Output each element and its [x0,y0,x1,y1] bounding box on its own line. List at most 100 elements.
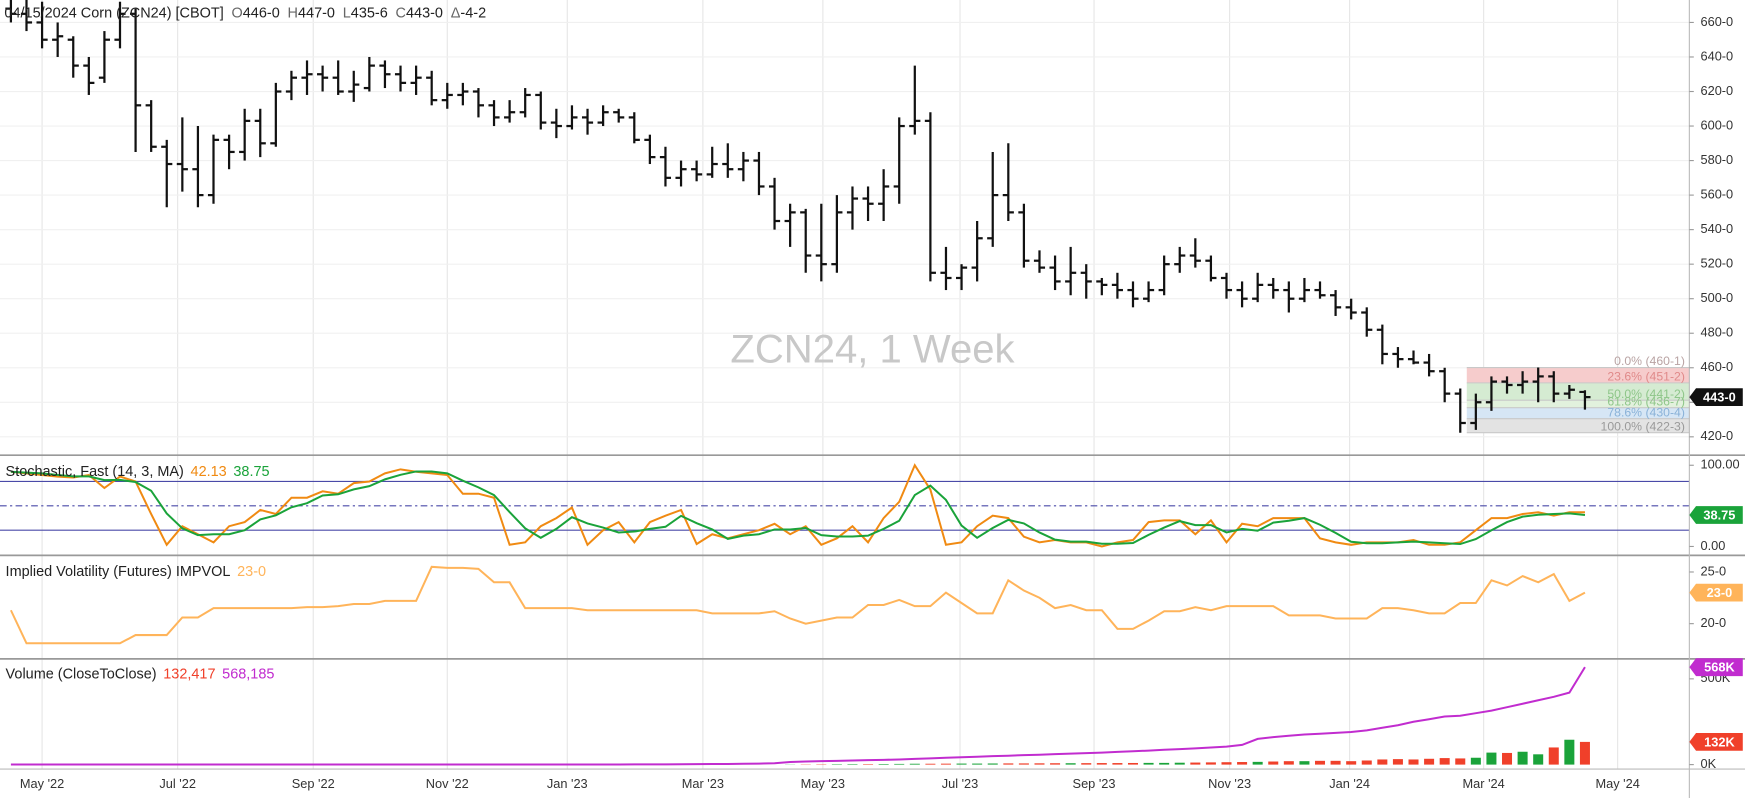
last-value-label: 132K [1704,734,1735,749]
y-tick-label: 460-0 [1700,359,1733,374]
volume-bar [987,763,998,765]
x-tick-label: Mar '24 [1463,776,1505,791]
volume-bar [1127,762,1138,765]
fib-label: 61.8% (436-7) [1607,394,1685,408]
header-key: L [343,5,351,21]
volume-bar [1174,762,1185,765]
y-tick-label: 640-0 [1700,48,1733,63]
last-value-label: 568K [1704,660,1735,675]
volume-bar [1096,763,1107,765]
y-tick-label: 520-0 [1700,256,1733,271]
volume-bar [909,763,920,765]
last-value-label: 38.75 [1703,507,1735,522]
volume-bar [1190,762,1201,765]
volume-bar [956,763,967,765]
header-value: 443-0 [406,5,443,21]
volume-bar [1143,762,1154,765]
x-tick-label: Jan '24 [1329,776,1370,791]
y-tick-label: 540-0 [1700,221,1733,236]
series-line [10,565,1586,645]
volume-bar [1050,763,1061,765]
panel-title: Implied Volatility (Futures) IMPVOL 23-0 [6,564,267,580]
panel-value: 42.13 [191,464,227,480]
y-tick-label: 580-0 [1700,152,1733,167]
stochastic-panel [0,463,1690,548]
volume-bar [1486,752,1497,765]
volume-bar [1283,761,1294,765]
last-value-box [1689,732,1743,751]
volume-bar [1081,763,1092,765]
volume-bar [894,763,905,765]
volume-bar [1314,760,1326,765]
y-tick-label: 500-0 [1700,290,1733,305]
y-tick-label: 0K [1700,756,1716,771]
labels-layer: May '22 Jul '22 Sep '22 Nov '22 Jan '23 Mar '… [4,5,1743,791]
fib-label: 50.0% (441-2) [1607,387,1685,401]
fib-band [1466,400,1690,408]
header-key: O [232,5,243,21]
last-value-box [1689,506,1743,524]
panel-title-text: Stochastic, Fast (14, 3, MA) [6,464,184,480]
y-tick-label: 420-0 [1700,428,1733,443]
y-tick-label: 480-0 [1700,325,1733,340]
volume-bar [1408,759,1419,765]
last-value-label: 23-0 [1707,585,1733,600]
volume-bar [1034,763,1045,765]
x-tick-label: Jul '23 [942,776,979,791]
panel-value: 568,185 [222,666,274,682]
y-tick-label: 600-0 [1700,117,1733,132]
header-value: 447-0 [298,5,335,21]
x-tick-label: May '22 [20,776,64,791]
grid-layer [0,0,1690,770]
volume-bar [1252,761,1263,765]
fib-band [1466,407,1690,419]
volume-bar [1470,757,1481,765]
header-key: Δ [451,5,461,21]
volume-bar [1018,763,1029,765]
volume-bar [847,764,858,765]
volume-bar [863,764,874,765]
fib-label: 100.0% (422-3) [1601,419,1685,433]
price-panel: 0.0% (460-1) 23.6% (451-2) 50.0% (441-2)61… [5,0,1690,433]
volume-bar [1502,752,1513,765]
last-value-label: 443-0 [1703,390,1736,405]
volume-bar [1299,761,1310,765]
volume-bar [1330,760,1341,765]
panel-title-text: Implied Volatility (Futures) IMPVOL [6,564,231,580]
last-value-box [1689,388,1743,407]
volume-bar [1221,762,1232,765]
volume-bar [1439,758,1450,765]
volume-bar [1346,761,1357,765]
panel-title: Volume (CloseToClose) 132,417 568,185 [6,666,275,682]
x-tick-label: Nov '22 [426,776,469,791]
series-line [10,470,1586,546]
last-value-box [1689,583,1743,602]
volume-bar [925,763,936,765]
volatility-panel [10,565,1586,645]
header-value: -4-2 [460,5,486,21]
panel-value: 38.75 [233,464,269,480]
header-value: 446-0 [243,5,280,21]
volume-bar [1159,762,1170,765]
y-tick-label: 660-0 [1700,14,1733,29]
x-tick-label: Mar '23 [682,776,724,791]
volume-bar [940,763,951,765]
x-tick-label: May '24 [1595,776,1639,791]
header-key: H [288,5,298,21]
x-tick-label: Sep '23 [1073,776,1116,791]
header-value: 435-6 [351,5,388,21]
header-title: 04/15/2024 Corn (ZCN24) [CBOT] [4,5,223,21]
x-tick-label: Sep '22 [292,776,335,791]
volume-bar [1237,762,1248,765]
volume-panel [10,666,1590,766]
volume-bar [878,764,889,765]
header-key: C [396,5,406,21]
y-tick-label: 620-0 [1700,83,1733,98]
y-tick-label: 25-0 [1700,563,1726,578]
panel-value: 23-0 [237,564,266,580]
panel-value: 132,417 [163,666,215,682]
last-value-box [1689,658,1743,677]
